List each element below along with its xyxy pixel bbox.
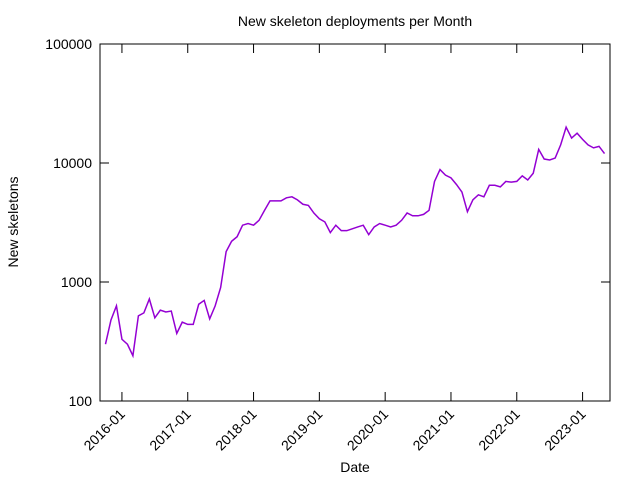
x-tick-label: 2020-01 (344, 406, 392, 454)
data-line (104, 125, 606, 359)
plot-frame (99, 43, 611, 402)
y-axis-label: New skeletons (5, 176, 21, 267)
x-tick-label: 2022-01 (475, 406, 523, 454)
x-axis-label: Date (340, 459, 370, 475)
x-tick-label: 2019-01 (278, 406, 326, 454)
y-tick-label: 100 (69, 393, 93, 409)
y-tick-label: 10000 (53, 155, 92, 171)
chart-title: New skeleton deployments per Month (238, 13, 472, 29)
y-tick-label: 100000 (45, 36, 92, 52)
x-tick-label: 2018-01 (212, 406, 260, 454)
x-tick-label: 2016-01 (80, 406, 128, 454)
y-tick-label: 1000 (61, 274, 92, 290)
x-tick-label: 2021-01 (409, 406, 457, 454)
x-tick-label: 2023-01 (541, 406, 589, 454)
x-tick-label: 2017-01 (146, 406, 194, 454)
